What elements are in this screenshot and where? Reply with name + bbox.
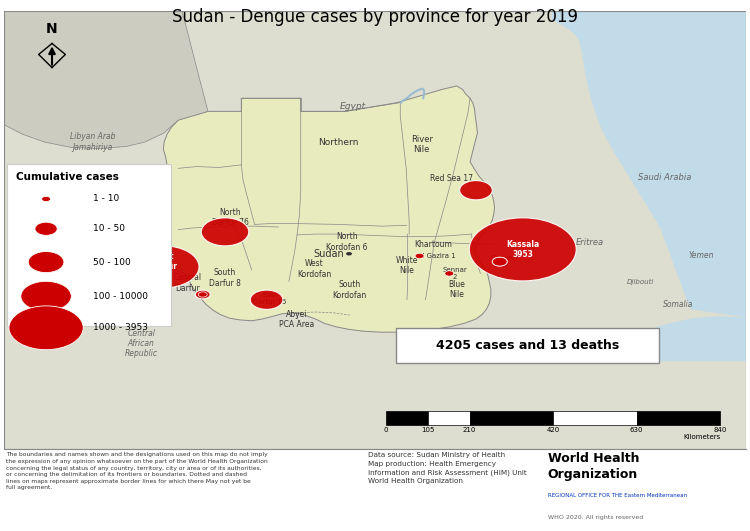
Text: Sennar
2: Sennar 2 xyxy=(442,267,467,280)
Text: White
Nile: White Nile xyxy=(396,256,418,275)
Text: Cumulative cases: Cumulative cases xyxy=(16,172,119,182)
Circle shape xyxy=(492,257,507,266)
Text: Sudan - Dengue cases by province for year 2019: Sudan - Dengue cases by province for yea… xyxy=(172,8,578,27)
Polygon shape xyxy=(145,86,494,332)
Text: 105: 105 xyxy=(422,427,434,433)
Circle shape xyxy=(460,181,492,200)
Text: N: N xyxy=(46,22,58,36)
Text: Northern: Northern xyxy=(318,138,358,147)
Text: Kassala
3953: Kassala 3953 xyxy=(506,239,539,259)
Text: 420: 420 xyxy=(547,427,560,433)
Polygon shape xyxy=(4,11,208,149)
Circle shape xyxy=(415,253,424,259)
Text: Eritrea: Eritrea xyxy=(576,238,604,247)
Bar xyxy=(637,412,720,425)
Text: East
Darfur 15: East Darfur 15 xyxy=(253,293,286,305)
Circle shape xyxy=(251,290,283,310)
Text: 4205 cases and 13 deaths: 4205 cases and 13 deaths xyxy=(436,339,620,352)
Text: Blue
Nile: Blue Nile xyxy=(448,279,465,299)
FancyBboxPatch shape xyxy=(8,164,171,326)
Text: Chad: Chad xyxy=(63,239,86,248)
Text: 10 - 50: 10 - 50 xyxy=(93,224,124,233)
Text: Libyan Arab
Jamahiriya: Libyan Arab Jamahiriya xyxy=(70,132,116,152)
Text: North
Kordofan 6: North Kordofan 6 xyxy=(326,232,368,252)
Circle shape xyxy=(198,292,207,297)
Text: Gedaref
5: Gedaref 5 xyxy=(491,255,519,268)
Text: Saudi Arabia: Saudi Arabia xyxy=(638,173,692,182)
Text: North
Darfur 76: North Darfur 76 xyxy=(211,208,249,227)
Circle shape xyxy=(35,222,57,235)
Text: Abyei
PCA Area: Abyei PCA Area xyxy=(280,310,315,329)
Circle shape xyxy=(445,271,454,276)
Text: South
Darfur 8: South Darfur 8 xyxy=(209,268,241,288)
FancyBboxPatch shape xyxy=(396,328,659,363)
Text: South
Kordofan: South Kordofan xyxy=(333,280,367,300)
Text: Djibouti: Djibouti xyxy=(627,279,655,285)
Circle shape xyxy=(201,218,249,246)
Text: River
Nile: River Nile xyxy=(411,134,433,154)
Bar xyxy=(554,412,637,425)
Text: West
Darfur
122: West Darfur 122 xyxy=(149,252,178,282)
Circle shape xyxy=(128,246,199,288)
Text: Kilometers: Kilometers xyxy=(683,434,720,440)
Text: 840: 840 xyxy=(713,427,727,433)
Text: 1000 - 3953: 1000 - 3953 xyxy=(93,323,148,332)
Text: The boundaries and names shown and the designations used on this map do not impl: The boundaries and names shown and the d… xyxy=(6,452,268,491)
Text: World Health
Organization: World Health Organization xyxy=(548,452,639,481)
Bar xyxy=(470,412,554,425)
Text: Central
Darfur: Central Darfur xyxy=(174,273,202,293)
Text: 0: 0 xyxy=(384,427,388,433)
Circle shape xyxy=(21,281,71,311)
Text: El Gazira 1: El Gazira 1 xyxy=(419,253,456,259)
Bar xyxy=(386,412,428,425)
Text: Egypt: Egypt xyxy=(340,101,366,110)
Text: 210: 210 xyxy=(463,427,476,433)
Circle shape xyxy=(346,252,352,255)
Text: Yemen: Yemen xyxy=(689,252,715,260)
Circle shape xyxy=(9,306,83,350)
Text: 100 - 10000: 100 - 10000 xyxy=(93,292,148,301)
Circle shape xyxy=(28,252,64,272)
Circle shape xyxy=(470,218,576,281)
Text: 630: 630 xyxy=(630,427,644,433)
Circle shape xyxy=(41,196,50,202)
Text: Khartoum: Khartoum xyxy=(415,240,452,249)
Polygon shape xyxy=(628,316,746,361)
Text: Sudan: Sudan xyxy=(314,249,344,259)
Polygon shape xyxy=(552,11,746,318)
Text: Central
African
Republic: Central African Republic xyxy=(124,329,158,358)
Text: WHO 2020. All rights reserved: WHO 2020. All rights reserved xyxy=(548,515,643,520)
Text: Data source: Sudan Ministry of Health
Map production: Health Emergency
Informati: Data source: Sudan Ministry of Health Ma… xyxy=(368,452,526,484)
Text: 1 - 10: 1 - 10 xyxy=(93,194,119,203)
Text: Somalia: Somalia xyxy=(663,299,693,309)
Text: REGIONAL OFFICE FOR THE Eastern Mediterranean: REGIONAL OFFICE FOR THE Eastern Mediterr… xyxy=(548,493,687,498)
Bar xyxy=(428,412,470,425)
Text: West
Kordofan: West Kordofan xyxy=(297,259,332,279)
Text: 50 - 100: 50 - 100 xyxy=(93,258,130,267)
Circle shape xyxy=(195,290,210,299)
Text: Red Sea 17: Red Sea 17 xyxy=(430,174,473,183)
Circle shape xyxy=(492,257,507,266)
